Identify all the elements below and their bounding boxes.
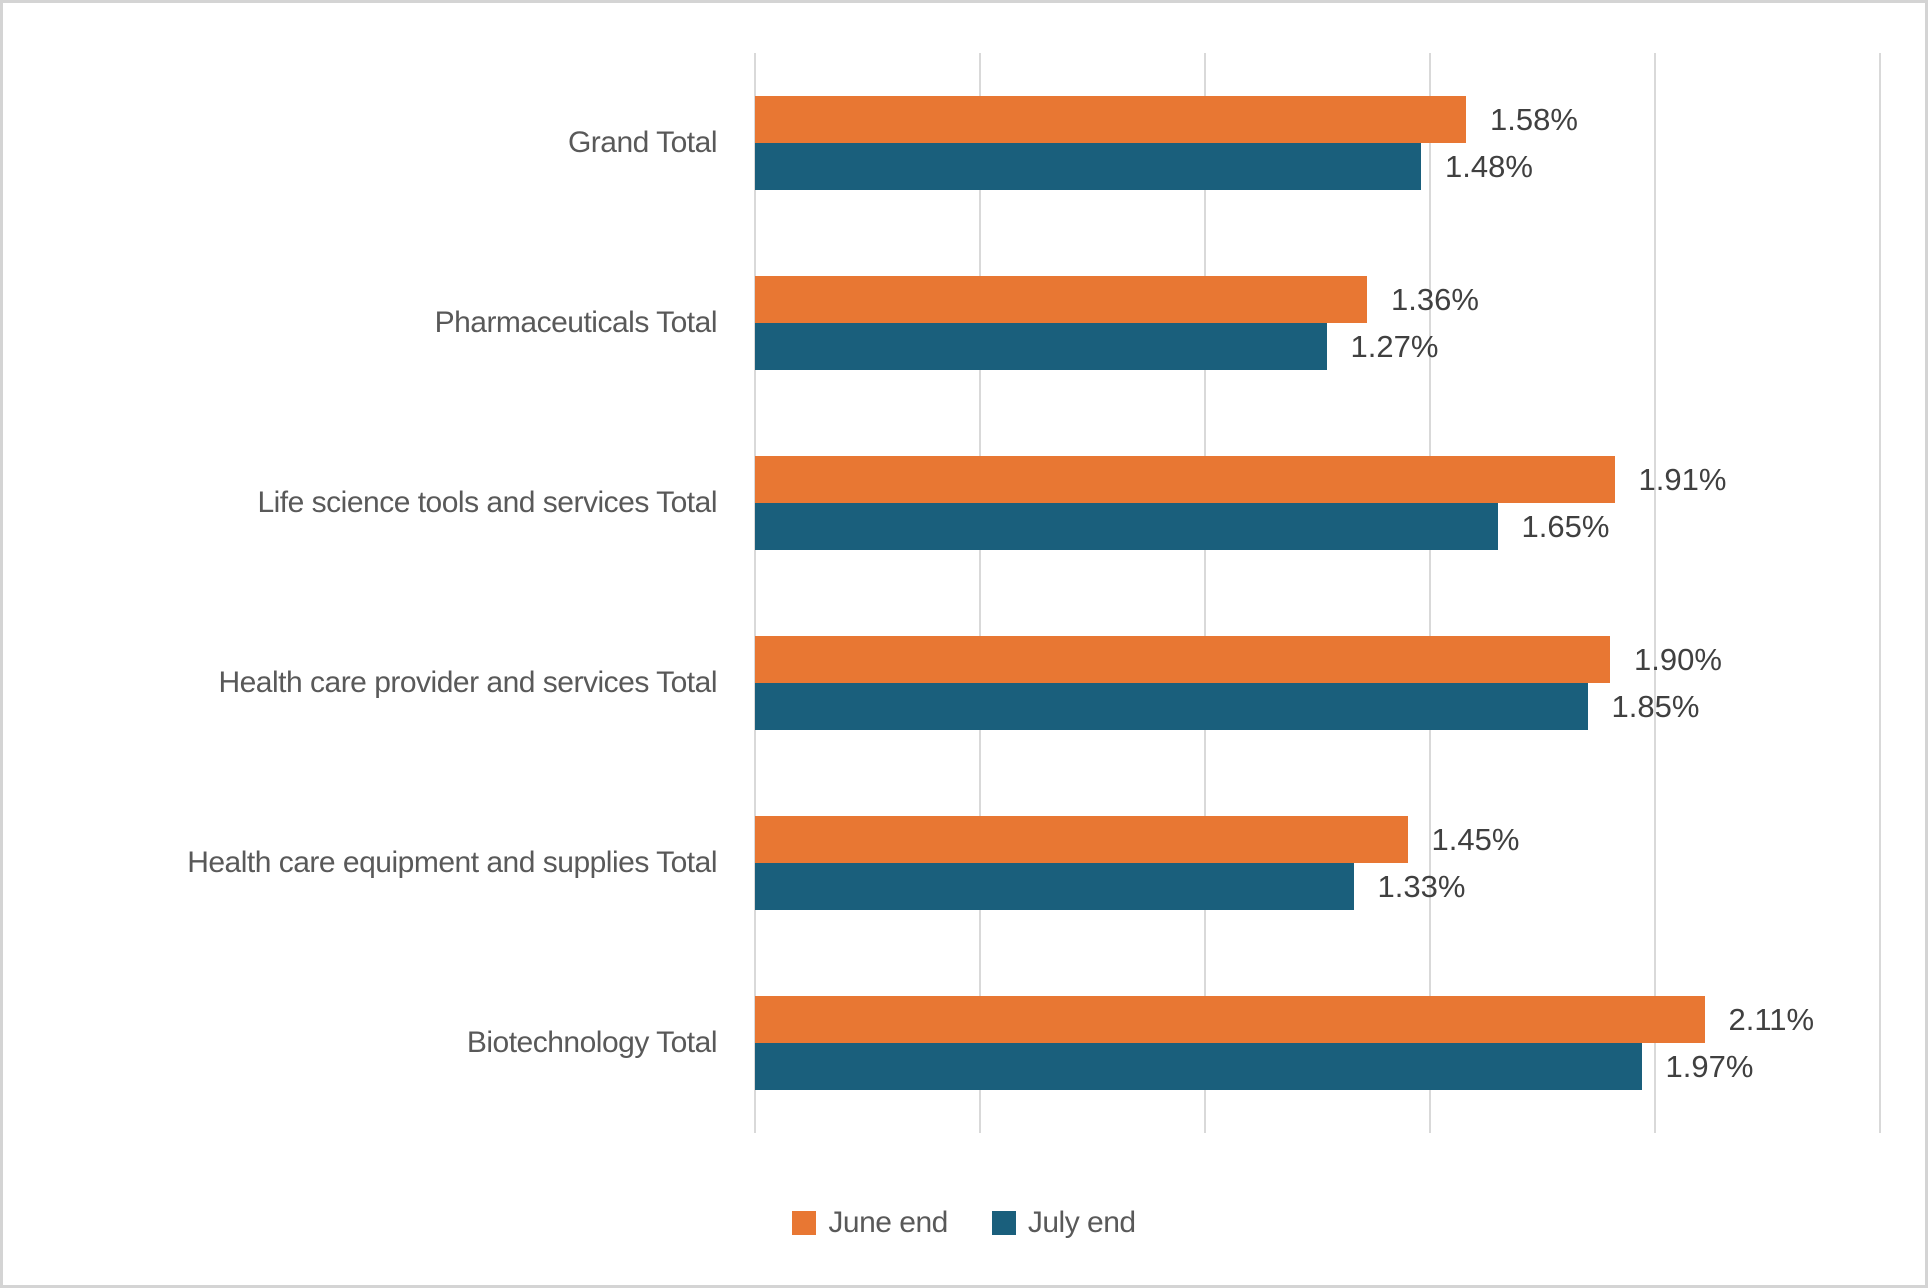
category-label: Health care provider and services Total [218, 666, 717, 699]
bar-row: 1.27% [755, 323, 1880, 370]
legend-swatch-july-end [991, 1211, 1016, 1235]
category-band: 1.36% 1.27% [755, 233, 1880, 413]
bar-row: 1.85% [755, 683, 1880, 730]
legend-label-june-end: June end [828, 1206, 948, 1239]
bar-row: 1.36% [755, 276, 1880, 323]
bar-row: 1.65% [755, 503, 1880, 550]
bar-june-end [755, 456, 1615, 503]
gridline [754, 53, 756, 1133]
category-band: 1.91% 1.65% [755, 413, 1880, 593]
data-label: 2.11% [1728, 1001, 1815, 1037]
data-label: 1.33% [1377, 868, 1466, 904]
category-axis: Grand Total Pharmaceuticals Total Life sci… [3, 53, 755, 1133]
bar-pair: 2.11% 1.97% [755, 996, 1880, 1090]
gridline [1879, 53, 1881, 1133]
bar-june-end [755, 816, 1408, 863]
bar-row: 1.33% [755, 863, 1880, 910]
bar-pair: 1.36% 1.27% [755, 276, 1880, 370]
bar-pair: 1.58% 1.48% [755, 96, 1880, 190]
data-label: 1.97% [1665, 1048, 1754, 1084]
legend-swatch-june-end [792, 1211, 817, 1235]
bar-row: 1.48% [755, 143, 1880, 190]
data-label: 1.27% [1350, 328, 1439, 364]
gridline [1429, 53, 1431, 1133]
bar-july-end [755, 503, 1498, 550]
data-label: 1.45% [1431, 821, 1520, 857]
bar-row: 1.58% [755, 96, 1880, 143]
bar-july-end [755, 143, 1421, 190]
bar-june-end [755, 996, 1705, 1043]
bar-pair: 1.90% 1.85% [755, 636, 1880, 730]
legend: June end July end [3, 1195, 1925, 1251]
data-label: 1.36% [1391, 281, 1479, 317]
category-label: Life science tools and services Total [257, 486, 717, 519]
legend-label-july-end: July end [1027, 1206, 1136, 1239]
bar-series: 1.58% 1.48% 1.36% 1.27% 1.91% 1.65% 1.90% 1.85%… [755, 53, 1880, 1133]
category-band: 1.90% 1.85% [755, 593, 1880, 773]
data-label: 1.85% [1611, 688, 1700, 724]
bar-july-end [755, 323, 1327, 370]
bar-june-end [755, 276, 1367, 323]
bar-pair: 1.45% 1.33% [755, 816, 1880, 910]
category-band: 1.58% 1.48% [755, 53, 1880, 233]
data-label: 1.58% [1490, 101, 1578, 137]
legend-item-july-end: July end [991, 1206, 1136, 1240]
category-label: Grand Total [567, 126, 718, 159]
category-label: Biotechnology Total [466, 1026, 718, 1059]
bar-row: 1.97% [755, 1043, 1880, 1090]
data-label: 1.48% [1445, 148, 1533, 184]
data-label: 1.90% [1634, 641, 1722, 677]
data-label: 1.65% [1521, 508, 1610, 544]
gridline [979, 53, 981, 1133]
bar-june-end [755, 636, 1610, 683]
gridline [1204, 53, 1206, 1133]
category-label: Pharmaceuticals Total [434, 306, 718, 339]
gridline [1654, 53, 1656, 1133]
bar-july-end [755, 683, 1588, 730]
bar-row: 1.90% [755, 636, 1880, 683]
bar-june-end [755, 96, 1466, 143]
bar-row: 2.11% [755, 996, 1880, 1043]
category-band: 1.45% 1.33% [755, 773, 1880, 953]
data-label: 1.91% [1638, 461, 1727, 497]
bar-row: 1.91% [755, 456, 1880, 503]
bar-july-end [755, 1043, 1642, 1090]
bar-row: 1.45% [755, 816, 1880, 863]
category-label: Health care equipment and supplies Total [187, 846, 717, 879]
plot-area: 1.58% 1.48% 1.36% 1.27% 1.91% 1.65% 1.90% 1.85%… [754, 53, 1881, 1133]
category-band: 2.11% 1.97% [755, 953, 1880, 1133]
legend-item-june-end: June end [792, 1206, 948, 1240]
bar-july-end [755, 863, 1354, 910]
bar-pair: 1.91% 1.65% [755, 456, 1880, 550]
